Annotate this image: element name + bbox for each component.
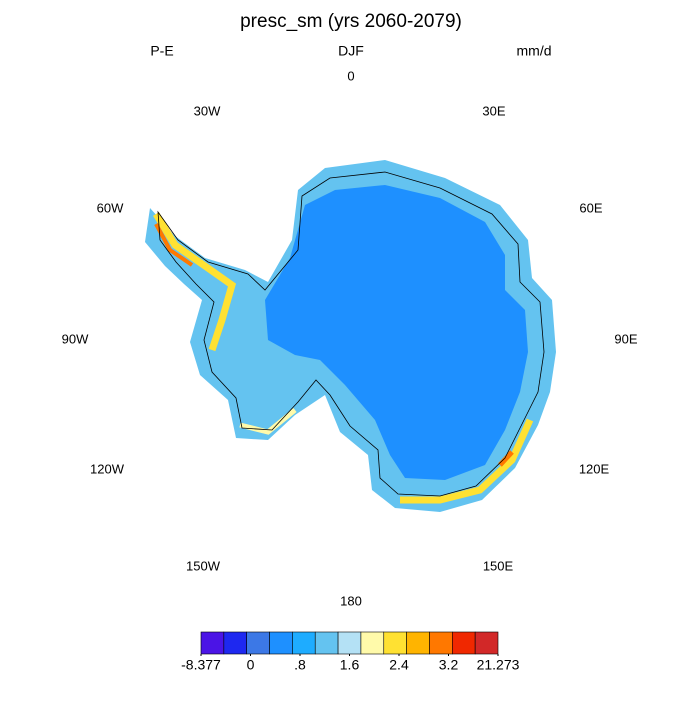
east-coast-high (498, 450, 514, 467)
colorbar-box (314, 631, 339, 655)
colorbar-box (200, 631, 225, 655)
antarctica-map (145, 160, 556, 512)
longitude-label: 180 (340, 593, 362, 608)
colorbar-box (474, 631, 499, 655)
longitude-labels: 0 30E 60E 90E 120E 150E 180 150W 120W 90W 60W 30W (62, 68, 638, 608)
colorbar-label: 0 (247, 657, 255, 673)
variable-label: P-E (150, 43, 173, 59)
longitude-label: 30W (194, 103, 221, 118)
ross-coast-positive (239, 408, 297, 435)
colorbar-label: 21.273 (477, 657, 520, 673)
colorbar-box (452, 631, 476, 655)
longitude-label: 30E (482, 103, 505, 118)
colorbar-box (246, 631, 270, 655)
interior-field (265, 185, 528, 480)
longitude-label: 150W (186, 558, 221, 573)
east-coast-positive (400, 418, 534, 504)
coastline (157, 171, 545, 497)
peninsula-high (154, 223, 194, 267)
colorbar-box (406, 631, 430, 655)
colorbar-label: 3.2 (439, 657, 459, 673)
longitude-label: 90E (614, 331, 637, 346)
units-label: mm/d (517, 43, 552, 59)
colorbar: -8.377 0 .8 1.6 2.4 3.2 21.273 (181, 631, 520, 673)
colorbar-label: -8.377 (181, 657, 221, 673)
colorbar-box (223, 631, 247, 655)
peninsula-positive (153, 212, 237, 352)
colorbar-box (292, 631, 316, 655)
colorbar-box (269, 631, 293, 655)
colorbar-box (383, 631, 407, 655)
map-title: presc_sm (yrs 2060-2079) (240, 11, 462, 32)
colorbar-box (360, 631, 385, 655)
longitude-label: 120E (579, 461, 610, 476)
colorbar-box (337, 631, 362, 655)
season-label: DJF (338, 43, 364, 59)
longitude-label: 0 (347, 68, 354, 83)
longitude-label: 120W (90, 461, 125, 476)
colorbar-box (429, 631, 453, 655)
colorbar-label: 2.4 (389, 657, 409, 673)
colorbar-label: 1.6 (340, 657, 360, 673)
longitude-label: 60W (97, 200, 124, 215)
longitude-label: 60E (579, 200, 602, 215)
longitude-label: 150E (483, 558, 514, 573)
longitude-label: 90W (62, 331, 89, 346)
colorbar-label: .8 (294, 657, 306, 673)
